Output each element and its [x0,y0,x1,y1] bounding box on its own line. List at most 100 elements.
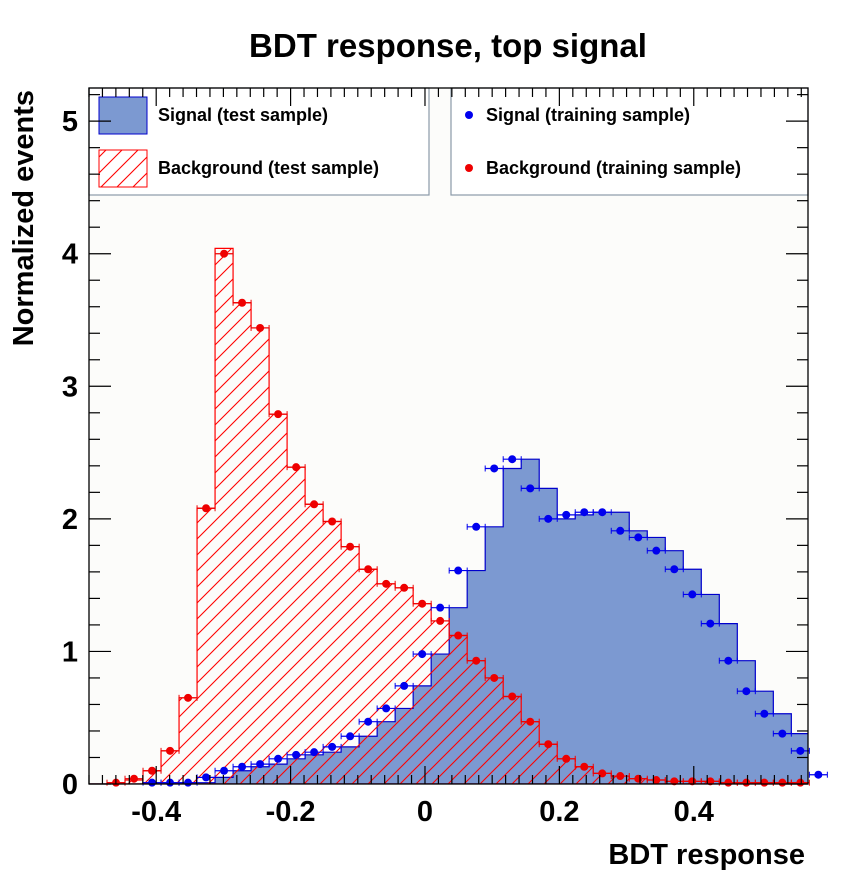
data-point [544,740,553,749]
data-point [364,717,373,726]
data-point [616,772,625,781]
legend-label-signal-test: Signal (test sample) [158,105,328,125]
data-point [292,750,301,759]
data-point [778,729,787,738]
data-point [238,762,247,771]
data-point [796,746,805,755]
data-point [292,463,301,472]
x-tick-label: -0.2 [266,796,316,828]
data-point [724,656,733,665]
data-point [616,526,625,535]
data-point [742,778,751,787]
y-tick-label: 4 [62,239,78,271]
background-training-points [106,249,810,787]
y-axis-label: Normalized events [8,90,40,346]
data-point [436,616,445,625]
y-tick-label: 1 [62,636,78,668]
data-point [472,522,481,531]
data-point [346,542,355,551]
data-point [706,777,715,786]
data-point [796,778,805,787]
data-point [670,777,679,786]
data-point [490,464,499,473]
data-point [364,565,373,574]
data-point [526,717,535,726]
data-point [724,778,733,787]
chart-title: BDT response, top signal [249,27,647,64]
data-point [634,533,643,542]
data-point [454,631,463,640]
x-tick-label: 0.4 [674,796,714,828]
data-point [418,599,427,608]
data-point [670,565,679,574]
data-point [310,500,319,509]
data-point [688,590,697,599]
axes-frame [88,87,809,785]
y-tick-label: 5 [62,106,78,138]
data-point [184,693,193,702]
data-point [202,504,211,513]
data-point [256,760,265,769]
data-point [346,732,355,741]
legend-label-background-training: Background (training sample) [486,158,741,178]
data-point [760,709,769,718]
points-layer [106,249,828,787]
data-point [472,656,481,665]
data-point [220,766,229,775]
legend-swatch-signal-test [98,96,148,135]
data-point [508,692,517,701]
data-point [652,546,661,555]
legend-label-signal-training: Signal (training sample) [486,105,690,125]
data-point [166,746,175,755]
data-point [598,508,607,517]
legend-marker-background-training [465,164,473,172]
data-point [760,778,769,787]
legend: Signal (test sample) Background (test sa… [88,87,809,196]
data-point [400,681,409,690]
data-point [274,410,283,419]
data-point [274,754,283,763]
legend-swatch-background-test [98,149,148,188]
data-point [652,776,661,785]
data-point [508,455,517,464]
data-point [220,249,229,258]
data-point [400,583,409,592]
y-tick-label: 2 [62,504,78,536]
data-point [562,754,571,763]
data-point [328,517,337,526]
y-tick-label: 3 [62,371,78,403]
data-point [814,770,823,779]
data-point [256,323,265,332]
x-tick-label: 0 [417,796,433,828]
data-point [580,508,589,517]
signal-training-points [142,455,828,787]
data-point [742,687,751,696]
data-point [382,579,391,588]
data-point [544,514,553,523]
data-point [490,673,499,682]
x-tick-label: -0.4 [131,796,181,828]
data-point [148,778,157,787]
data-point [202,773,211,782]
data-point [706,619,715,628]
legend-label-background-test: Background (test sample) [158,158,379,178]
x-axis-label: BDT response [608,839,805,871]
data-point [148,766,157,775]
x-tick-label: 0.2 [539,796,579,828]
data-point [580,762,589,771]
legend-marker-signal-training [465,111,473,119]
y-tick-label: 0 [62,769,78,801]
data-point [310,748,319,757]
data-point [436,603,445,612]
data-point [418,650,427,659]
data-point [778,778,787,787]
axis-ticks: -0.4 -0.2 0 0.2 0.4 0 1 2 3 4 5 [62,88,808,828]
data-point [634,774,643,783]
data-point [382,704,391,713]
data-point [454,566,463,575]
data-point [130,774,139,783]
data-point [526,484,535,493]
data-point [184,778,193,787]
data-point [562,510,571,519]
